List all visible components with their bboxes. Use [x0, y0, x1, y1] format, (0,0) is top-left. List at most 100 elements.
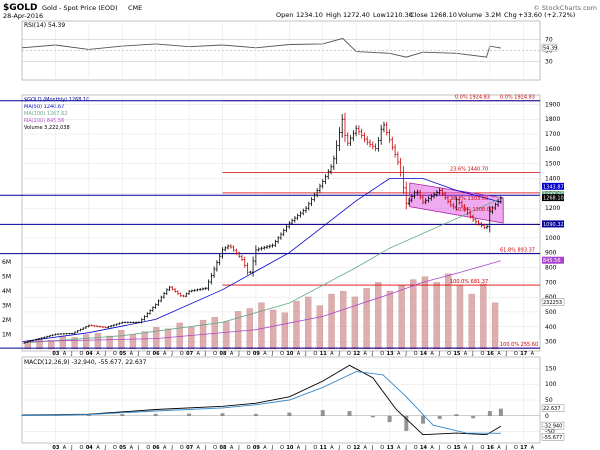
x-month-label: A	[63, 351, 67, 357]
macd-legend: MACD(12,26,9) -32.940, -55.677, 22.637	[24, 359, 147, 366]
x-month-label: J	[137, 445, 139, 450]
x-month-label: O	[79, 445, 83, 450]
x-month-label: J	[271, 445, 273, 450]
volume-bar	[269, 309, 277, 350]
price-tick-label: 700	[545, 279, 557, 286]
volume-bar	[281, 312, 288, 350]
x-month-label: J	[104, 351, 106, 357]
price-legend-volume: Volume 3,222,038	[24, 125, 70, 131]
rsi-value-box	[541, 43, 558, 52]
x-year-label: 12	[353, 351, 360, 357]
price-tick-label: 1700	[545, 131, 560, 138]
x-month-label: J	[304, 351, 306, 357]
high-label: High	[326, 11, 341, 19]
x-month-label: A	[130, 445, 134, 450]
volume-side-label: 232253	[543, 300, 562, 306]
macd-histogram-bar	[404, 415, 409, 431]
price-tick-label: 1200	[545, 205, 560, 212]
price-layer: 3004005006007008009001000110012001300140…	[0, 23, 565, 441]
x-month-label: A	[230, 351, 234, 357]
macd-tick-label: 100	[545, 381, 557, 388]
low-label: Low	[373, 11, 386, 19]
volume-bar	[83, 334, 90, 350]
x-month-label: O	[280, 445, 284, 450]
x-month-label: J	[271, 351, 273, 357]
x-month-label: A	[364, 445, 368, 450]
x-month-label: J	[404, 445, 406, 450]
macd-histogram-bar	[387, 415, 392, 423]
x-month-label: A	[464, 351, 468, 357]
macd-side-box	[541, 433, 565, 441]
x-month-label: A	[130, 351, 134, 357]
macd-histogram-bar	[220, 413, 225, 416]
x-month-label: O	[447, 445, 451, 450]
x-year-label: 04	[86, 445, 93, 450]
volume-bar	[141, 331, 148, 350]
x-year-label: 11	[320, 351, 327, 357]
macd-histogram-bar	[437, 415, 442, 419]
x-year-label: 07	[186, 351, 193, 357]
x-month-label: O	[380, 351, 384, 357]
volume-bar	[316, 305, 324, 350]
x-month-label: A	[297, 351, 301, 357]
macd-histogram-bar	[347, 411, 352, 416]
x-year-label: 06	[153, 445, 160, 450]
x-month-label: A	[497, 351, 501, 357]
volume-tick-label: 6M	[2, 259, 11, 266]
volume-bar	[36, 338, 43, 350]
volume-bar	[106, 335, 113, 350]
volume-tick-label: 2M	[2, 317, 11, 324]
x-year-label: 04	[86, 351, 93, 357]
x-year-label: 05	[119, 351, 126, 357]
price-tick-label: 1900	[545, 101, 560, 108]
volume-bar	[468, 293, 475, 350]
x-month-label: J	[204, 445, 206, 450]
volume-bar	[164, 328, 172, 350]
fib-label: 0.0% 1924.83	[500, 95, 535, 101]
x-month-label: A	[531, 351, 535, 357]
volume-bar	[328, 293, 335, 350]
macd-histogram-bar	[320, 410, 325, 416]
volume-bar	[246, 308, 253, 350]
volume-bar	[433, 282, 440, 350]
volume-bar	[480, 283, 487, 350]
fib-label: 50.0% 1300.00	[455, 207, 493, 213]
fib-label: 23.6% 1440.70	[450, 166, 488, 172]
rsi-tick-label: 30	[545, 59, 553, 66]
x-month-label: A	[163, 351, 167, 357]
x-year-label: 12	[353, 445, 360, 450]
x-month-label: O	[247, 445, 251, 450]
x-year-label: 03	[52, 351, 59, 357]
x-month-label: A	[531, 445, 535, 450]
rsi-tick-label: 70	[545, 37, 553, 44]
price-tick-label: 1500	[545, 161, 560, 168]
x-month-label: A	[430, 445, 434, 450]
x-month-label: O	[180, 445, 184, 450]
volume-bar	[59, 335, 67, 350]
x-month-label: J	[70, 445, 72, 450]
x-year-label: 13	[387, 445, 394, 450]
x-year-label: 03	[52, 445, 59, 450]
price-tick-label: 1800	[545, 116, 560, 123]
x-month-label: O	[313, 351, 317, 357]
volume-bar	[188, 327, 195, 350]
x-month-label: A	[430, 351, 434, 357]
volume-bar	[445, 273, 452, 350]
price-tick-label: 300	[545, 339, 557, 346]
x-month-label: A	[230, 445, 234, 450]
ma100-line	[21, 197, 502, 344]
macd-tick-label: 50	[545, 397, 553, 404]
macd-histogram-bar	[471, 415, 476, 419]
price-legend-ma50: MA(50) 1240.67	[24, 104, 64, 110]
x-month-label: A	[163, 445, 167, 450]
symbol-title: $GOLD	[3, 3, 38, 13]
volume-label: Volume	[458, 11, 482, 19]
macd-side-label: 22.637	[543, 406, 561, 412]
macd-histogram-bar	[53, 415, 58, 416]
x-month-label: J	[237, 445, 239, 450]
macd-tick-label: -50	[545, 429, 555, 436]
watermark: © StockCharts.com	[533, 4, 597, 12]
x-year-label: 05	[119, 445, 126, 450]
x-month-label: J	[70, 351, 72, 357]
x-month-label: O	[481, 351, 485, 357]
